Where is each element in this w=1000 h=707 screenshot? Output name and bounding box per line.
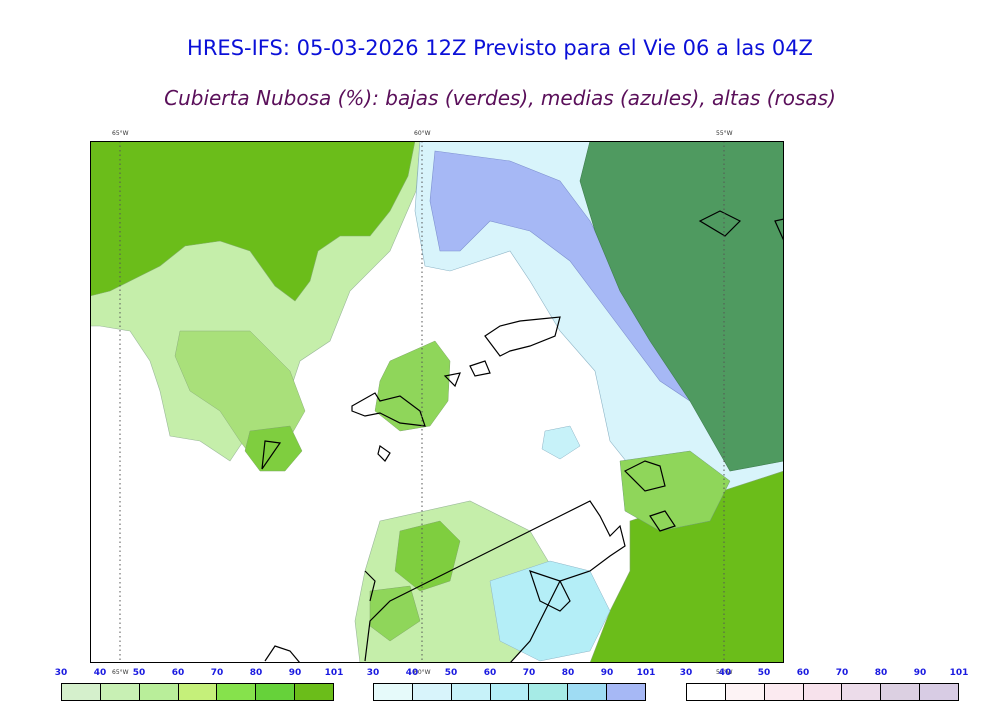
legend-color-swatch <box>529 684 569 700</box>
legend-color-swatch <box>62 684 101 700</box>
lon-label-65w-bottom: 65°W <box>112 669 129 676</box>
legend-tick-label: 50 <box>132 668 146 678</box>
legend-tick-label: 70 <box>522 668 536 678</box>
legend-color-swatch <box>178 684 218 700</box>
legend-color-swatch <box>100 684 140 700</box>
legend-tick-label: 70 <box>835 668 849 678</box>
legend-tick-label: 90 <box>600 668 614 678</box>
legend-color-swatch <box>687 684 726 700</box>
lon-label-60w-bottom: 60°W <box>414 669 431 676</box>
legend-color-swatch <box>139 684 179 700</box>
legend-tick-label: 80 <box>561 668 575 678</box>
lon-label-65w: 65°W <box>112 130 129 137</box>
legend-tick-label: 90 <box>288 668 302 678</box>
legend-tick-label: 40 <box>93 668 107 678</box>
coastlines <box>261 210 784 663</box>
high-cloud-overlap-east <box>579 141 784 472</box>
legend-tick-label: 50 <box>757 668 771 678</box>
lon-label-55w: 55°W <box>716 130 733 137</box>
legend-tick-label: 30 <box>679 668 693 678</box>
legend-color-swatch <box>568 684 608 700</box>
map-subtitle: Cubierta Nubosa (%): bajas (verdes), med… <box>164 86 836 110</box>
legend-tick-label: 30 <box>54 668 68 678</box>
lon-label-60w: 60°W <box>414 130 431 137</box>
lon-label-55w-bottom: 55°W <box>716 669 733 676</box>
legend-color-swatch <box>490 684 530 700</box>
legend-color-swatch <box>920 684 959 700</box>
legend-tick-label: 90 <box>913 668 927 678</box>
legend-mid-cloud: 30 40 50 60 70 80 90 101 <box>367 668 656 701</box>
legend-color-swatch <box>256 684 296 700</box>
legend-tick-label: 101 <box>636 668 656 678</box>
legend-tick-label: 40 <box>718 668 732 678</box>
legend-color-swatch <box>451 684 491 700</box>
legend-color-swatch <box>803 684 843 700</box>
mid-cloud-core-northeast <box>429 150 701 402</box>
mid-cloud-patch-south <box>489 560 611 662</box>
legend-tick-label: 30 <box>366 668 380 678</box>
map-title: HRES-IFS: 05-03-2026 12Z Previsto para e… <box>187 36 813 60</box>
legend-color-swatch <box>607 684 646 700</box>
legend-tick-label: 70 <box>210 668 224 678</box>
legend-tick-label: 60 <box>483 668 497 678</box>
legend-tick-label: 101 <box>949 668 969 678</box>
legend-ticks: 30 40 50 60 70 80 90 101 <box>55 668 344 682</box>
low-cloud-patch-southeast <box>619 450 731 532</box>
legend-color-swatch <box>842 684 882 700</box>
legend-color-swatch <box>295 684 334 700</box>
legend-color-bar <box>61 683 334 701</box>
map-frame <box>90 141 784 663</box>
cloud-cover-map <box>90 141 784 663</box>
legend-tick-label: 101 <box>324 668 344 678</box>
mid-cloud-patch-center <box>541 425 581 460</box>
legend-high-cloud: 30 40 50 60 70 80 90 101 <box>680 668 969 701</box>
legend-color-swatch <box>881 684 921 700</box>
legend-low-cloud: 30 40 50 60 70 80 90 101 <box>55 668 344 701</box>
low-cloud-core-northwest <box>90 141 416 302</box>
legend-color-swatch <box>764 684 804 700</box>
legend-tick-label: 80 <box>249 668 263 678</box>
legend-color-bar <box>686 683 959 701</box>
legend-color-swatch <box>412 684 452 700</box>
low-cloud-patch-center <box>374 340 451 432</box>
legend-tick-label: 50 <box>444 668 458 678</box>
legend-tick-label: 40 <box>405 668 419 678</box>
legend-color-swatch <box>217 684 257 700</box>
legend-color-swatch <box>725 684 765 700</box>
legend-ticks: 30 40 50 60 70 80 90 101 <box>367 668 656 682</box>
low-cloud-patch-west <box>244 425 303 472</box>
legend-color-bar <box>373 683 646 701</box>
legend-tick-label: 60 <box>796 668 810 678</box>
legend-tick-label: 60 <box>171 668 185 678</box>
legend-color-swatch <box>374 684 413 700</box>
meridian-lines <box>119 141 725 663</box>
legend-ticks: 30 40 50 60 70 80 90 101 <box>680 668 969 682</box>
legend-tick-label: 80 <box>874 668 888 678</box>
